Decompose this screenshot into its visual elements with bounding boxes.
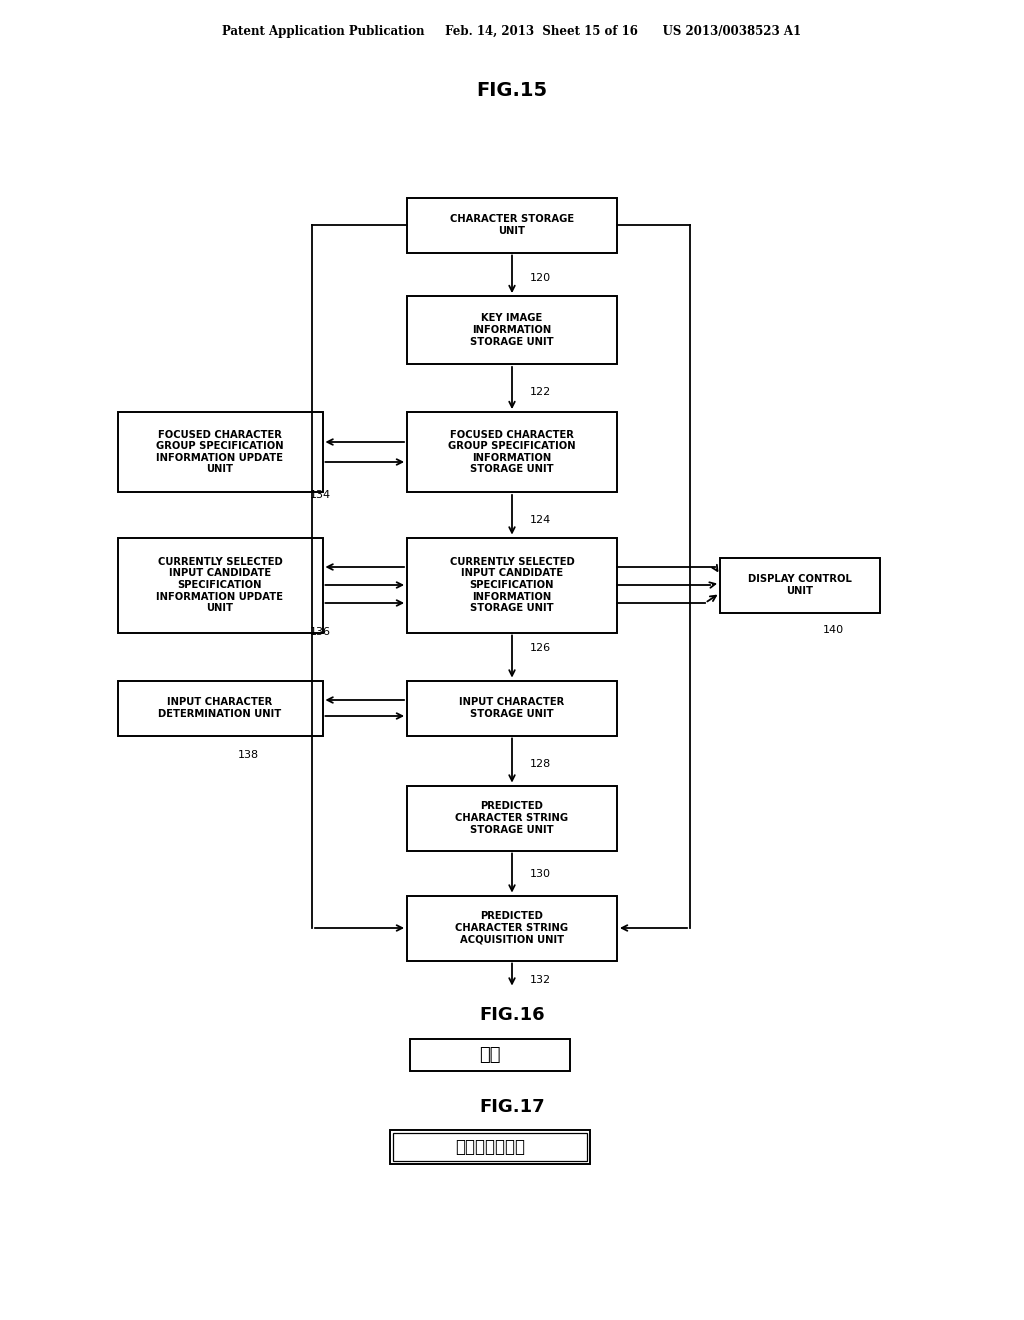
Text: CHARACTER STORAGE
UNIT: CHARACTER STORAGE UNIT xyxy=(450,214,574,236)
Text: 122: 122 xyxy=(529,387,551,397)
Text: FIG.16: FIG.16 xyxy=(479,1006,545,1024)
Text: おくのほそみち: おくのほそみち xyxy=(455,1138,525,1156)
Bar xyxy=(720,557,880,612)
Text: CURRENTLY SELECTED
INPUT CANDIDATE
SPECIFICATION
INFORMATION UPDATE
UNIT: CURRENTLY SELECTED INPUT CANDIDATE SPECI… xyxy=(157,557,284,614)
Bar xyxy=(118,412,323,492)
Text: 130: 130 xyxy=(529,869,551,879)
Bar xyxy=(390,1130,590,1164)
Text: 140: 140 xyxy=(822,624,844,635)
Bar xyxy=(410,1039,570,1071)
Text: PREDICTED
CHARACTER STRING
ACQUISITION UNIT: PREDICTED CHARACTER STRING ACQUISITION U… xyxy=(456,911,568,945)
Bar xyxy=(393,1133,587,1162)
Text: 124: 124 xyxy=(529,515,551,525)
Text: FIG.17: FIG.17 xyxy=(479,1098,545,1115)
Bar xyxy=(407,681,617,735)
Bar xyxy=(118,681,323,735)
Text: FIG.15: FIG.15 xyxy=(476,81,548,99)
Text: INPUT CHARACTER
STORAGE UNIT: INPUT CHARACTER STORAGE UNIT xyxy=(460,697,564,719)
Text: Patent Application Publication     Feb. 14, 2013  Sheet 15 of 16      US 2013/00: Patent Application Publication Feb. 14, … xyxy=(222,25,802,38)
Bar xyxy=(118,537,323,632)
Text: KEY IMAGE
INFORMATION
STORAGE UNIT: KEY IMAGE INFORMATION STORAGE UNIT xyxy=(470,313,554,347)
Text: 132: 132 xyxy=(529,975,551,985)
Bar xyxy=(407,198,617,252)
Bar xyxy=(407,895,617,961)
Bar xyxy=(407,537,617,632)
Text: 126: 126 xyxy=(529,643,551,653)
Text: INPUT CHARACTER
DETERMINATION UNIT: INPUT CHARACTER DETERMINATION UNIT xyxy=(159,697,282,719)
Bar xyxy=(407,412,617,492)
Text: 120: 120 xyxy=(529,273,551,282)
Text: 134: 134 xyxy=(309,490,331,500)
Bar xyxy=(407,296,617,364)
Text: FOCUSED CHARACTER
GROUP SPECIFICATION
INFORMATION UPDATE
UNIT: FOCUSED CHARACTER GROUP SPECIFICATION IN… xyxy=(157,429,284,474)
Text: FOCUSED CHARACTER
GROUP SPECIFICATION
INFORMATION
STORAGE UNIT: FOCUSED CHARACTER GROUP SPECIFICATION IN… xyxy=(449,429,575,474)
Text: DISPLAY CONTROL
UNIT: DISPLAY CONTROL UNIT xyxy=(749,574,852,595)
Text: 138: 138 xyxy=(238,750,259,760)
Bar xyxy=(407,785,617,850)
Text: PREDICTED
CHARACTER STRING
STORAGE UNIT: PREDICTED CHARACTER STRING STORAGE UNIT xyxy=(456,801,568,834)
Text: 136: 136 xyxy=(309,627,331,638)
Text: 128: 128 xyxy=(529,759,551,770)
Text: 奥の: 奥の xyxy=(479,1045,501,1064)
Text: CURRENTLY SELECTED
INPUT CANDIDATE
SPECIFICATION
INFORMATION
STORAGE UNIT: CURRENTLY SELECTED INPUT CANDIDATE SPECI… xyxy=(450,557,574,614)
